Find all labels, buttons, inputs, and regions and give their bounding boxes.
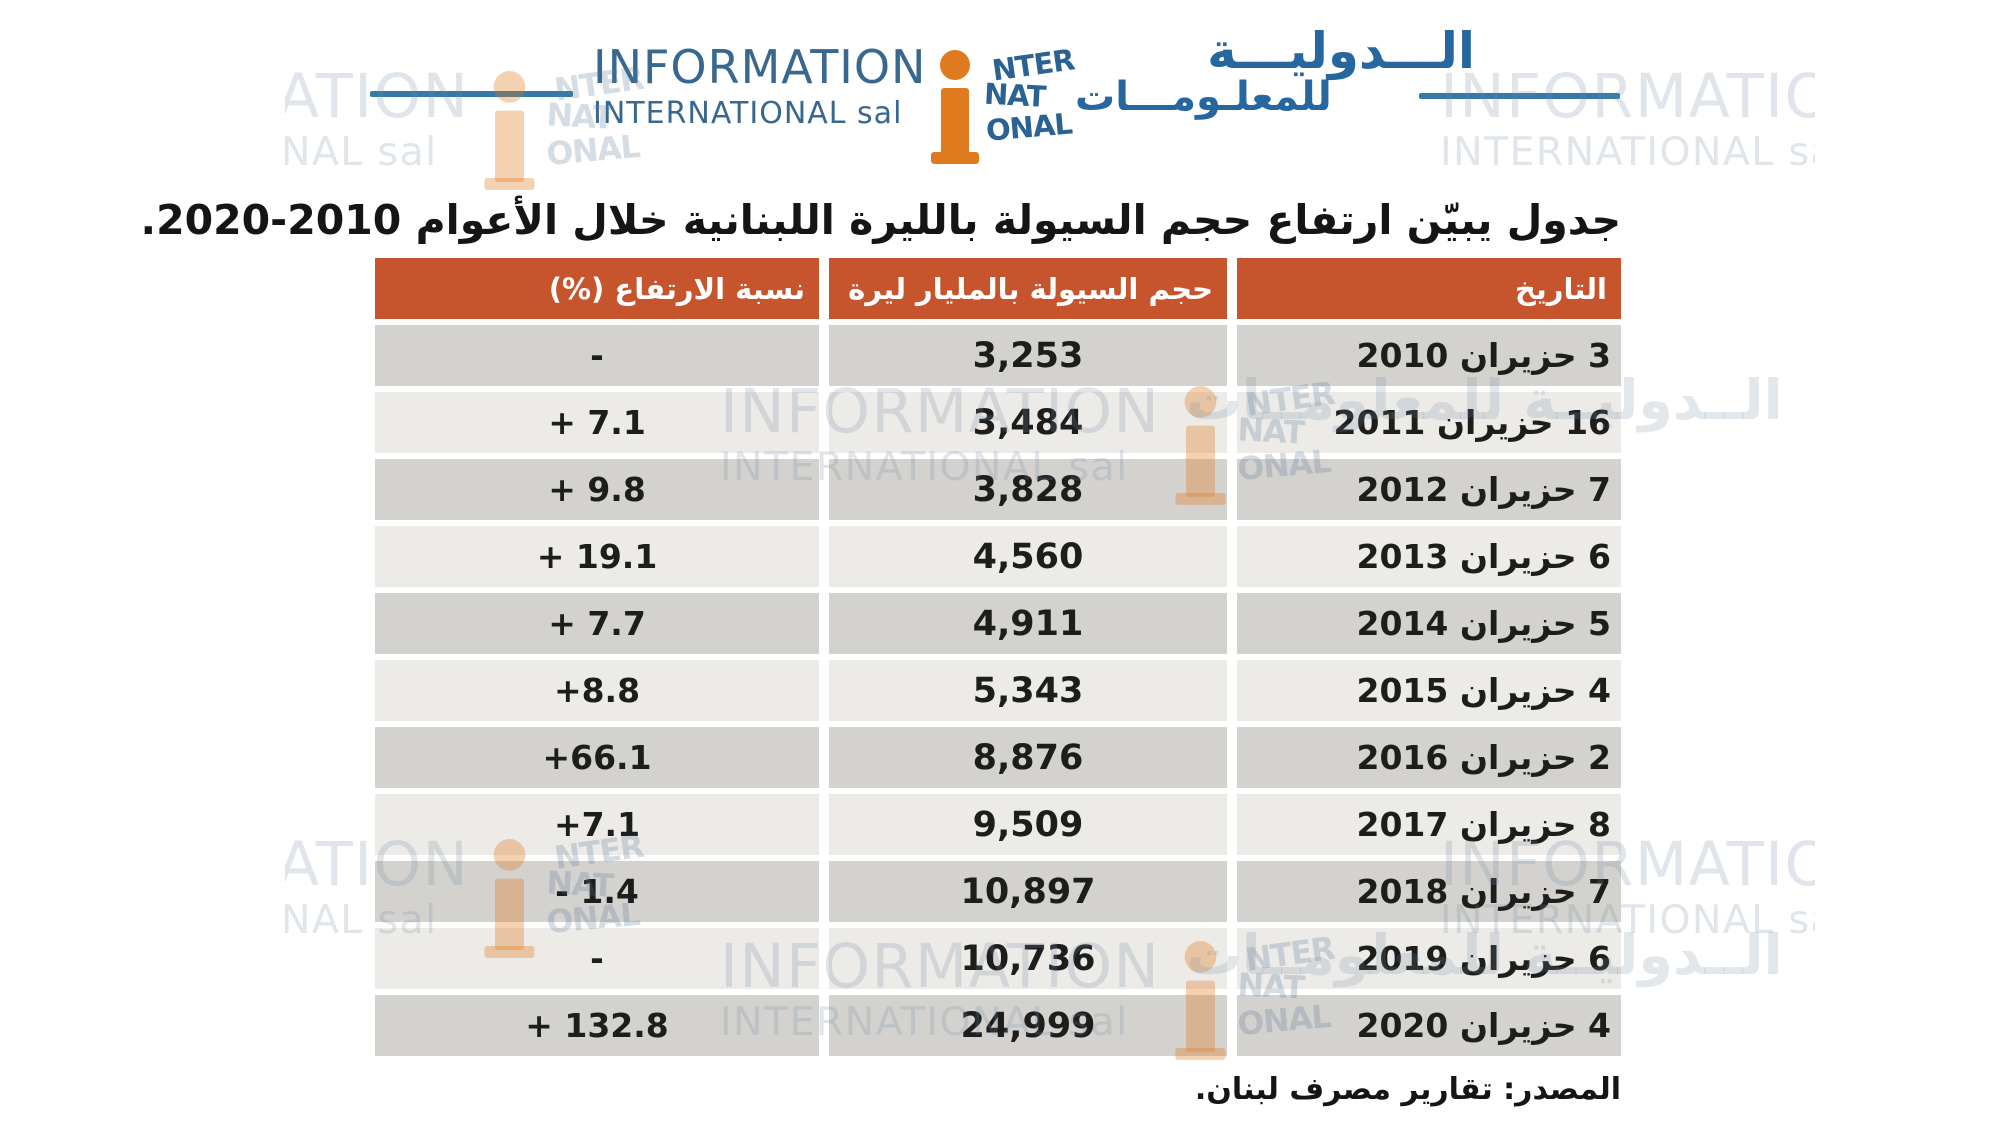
table-row: +7.1 9,509 8 حزيران 2017: [375, 794, 1621, 855]
brand-name-line1: INFORMATION: [593, 40, 927, 94]
logo-i-icon: [931, 152, 979, 164]
table-row: - 10,736 6 حزيران 2019: [375, 928, 1621, 989]
date-cell: 6 حزيران 2019: [1237, 928, 1621, 989]
brand-arabic-line2: للمعلـومـــات: [1075, 74, 1332, 120]
column-header-pct: نسبة الارتفاع (%): [375, 258, 819, 319]
pct-cell: + 7.7: [375, 593, 819, 654]
page-title-text: جدول يبيّن ارتفاع حجم السيولة بالليرة ال…: [415, 196, 1621, 244]
page-title-period: .: [140, 196, 157, 244]
volume-cell: 24,999: [829, 995, 1227, 1056]
table-row: + 7.1 3,484 16 حزيران 2011: [375, 392, 1621, 453]
date-cell: 2 حزيران 2016: [1237, 727, 1621, 788]
table-row: + 132.8 24,999 4 حزيران 2020: [375, 995, 1621, 1056]
column-header-date: التاريخ: [1237, 258, 1621, 319]
logo-i-icon: [940, 50, 970, 80]
date-cell: 6 حزيران 2013: [1237, 526, 1621, 587]
brand-arabic-line1: الـــدوليـــة: [1207, 22, 1475, 80]
date-cell: 7 حزيران 2012: [1237, 459, 1621, 520]
pct-cell: +66.1: [375, 727, 819, 788]
date-cell: 16 حزيران 2011: [1237, 392, 1621, 453]
table-row: + 7.7 4,911 5 حزيران 2014: [375, 593, 1621, 654]
volume-cell: 5,343: [829, 660, 1227, 721]
pct-cell: + 7.1: [375, 392, 819, 453]
brand-rule-left: [370, 91, 573, 97]
table-row: - 3,253 3 حزيران 2010: [375, 325, 1621, 386]
data-table: نسبة الارتفاع (%) حجم السيولة بالمليار ل…: [375, 258, 1621, 1062]
logo-i-icon: [941, 88, 969, 156]
watermark-i-icon: [493, 71, 526, 103]
volume-cell: 10,897: [829, 861, 1227, 922]
pct-cell: + 19.1: [375, 526, 819, 587]
pct-cell: -: [375, 928, 819, 989]
volume-cell: 3,828: [829, 459, 1227, 520]
source-note: المصدر: تقارير مصرف لبنان.: [1194, 1072, 1621, 1107]
pct-cell: + 132.8: [375, 995, 819, 1056]
volume-cell: 9,509: [829, 794, 1227, 855]
brand-name-line2: INTERNATIONAL sal: [593, 96, 903, 131]
brand-rule-right: [1419, 93, 1620, 99]
table-body: - 3,253 3 حزيران 2010 + 7.1 3,484 16 حزي…: [375, 325, 1621, 1056]
pct-cell: + 9.8: [375, 459, 819, 520]
brand-arabic-calligraphy: الـــدوليـــة للمعلـومـــات: [1075, 22, 1475, 120]
table-row: +66.1 8,876 2 حزيران 2016: [375, 727, 1621, 788]
table-header-row: نسبة الارتفاع (%) حجم السيولة بالمليار ل…: [375, 258, 1621, 319]
pct-cell: +8.8: [375, 660, 819, 721]
table-row: + 9.8 3,828 7 حزيران 2012: [375, 459, 1621, 520]
logo-jumble-words: NTER NAT ONAL: [983, 42, 1076, 147]
date-cell: 8 حزيران 2017: [1237, 794, 1621, 855]
page-title-years: 2020-2010: [156, 196, 402, 244]
volume-cell: 8,876: [829, 727, 1227, 788]
page-title: جدول يبيّن ارتفاع حجم السيولة بالليرة ال…: [140, 196, 1621, 244]
date-cell: 4 حزيران 2020: [1237, 995, 1621, 1056]
volume-cell: 4,560: [829, 526, 1227, 587]
pct-cell: -: [375, 325, 819, 386]
table-row: + 19.1 4,560 6 حزيران 2013: [375, 526, 1621, 587]
logo-jumble-word: ONAL: [984, 106, 1074, 148]
volume-cell: 10,736: [829, 928, 1227, 989]
pct-cell: - 1.4: [375, 861, 819, 922]
pct-cell: +7.1: [375, 794, 819, 855]
date-cell: 3 حزيران 2010: [1237, 325, 1621, 386]
volume-cell: 4,911: [829, 593, 1227, 654]
volume-cell: 3,253: [829, 325, 1227, 386]
date-cell: 5 حزيران 2014: [1237, 593, 1621, 654]
date-cell: 4 حزيران 2015: [1237, 660, 1621, 721]
table-row: +8.8 5,343 4 حزيران 2015: [375, 660, 1621, 721]
date-cell: 7 حزيران 2018: [1237, 861, 1621, 922]
table-row: - 1.4 10,897 7 حزيران 2018: [375, 861, 1621, 922]
column-header-volume: حجم السيولة بالمليار ليرة: [829, 258, 1227, 319]
volume-cell: 3,484: [829, 392, 1227, 453]
